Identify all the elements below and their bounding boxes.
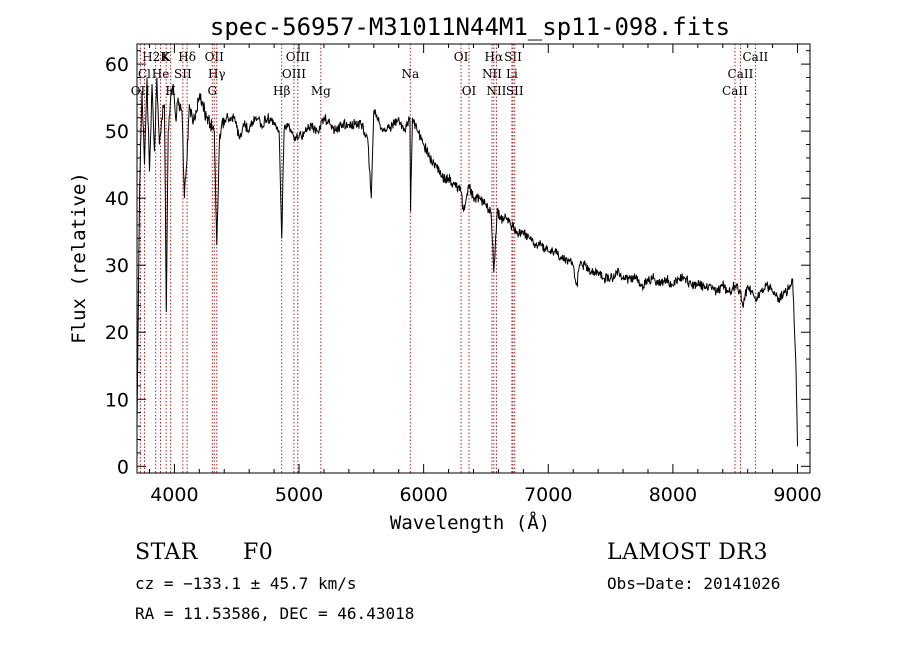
marker-label-5: OI [454,50,469,64]
x-tick-label-5: 9000 [773,484,821,506]
spectrum-line [136,77,798,447]
marker-label-3: OII [205,50,225,64]
spectrum-series [136,77,798,447]
marker-label-24: NII [486,84,506,98]
marker-label-20: G [207,84,217,98]
survey-label: LAMOST DR3 [607,540,768,565]
marker-label-11: SII [174,67,192,81]
marker-label-13: OIII [282,67,306,81]
marker-label-17: CaII [728,67,754,81]
x-tick-label-4: 8000 [649,484,697,506]
marker-label-1: K [162,50,172,64]
x-tick-label-1: 5000 [275,484,323,506]
y-tick-label-5: 50 [105,121,129,143]
redshift-cz: cz = −133.1 ± 45.7 km/s [135,574,357,593]
y-tick-label-2: 20 [105,322,129,344]
marker-label-12: Hγ [208,67,226,81]
marker-label-9: Cl [138,67,151,81]
spectral-subclass: F0 [243,540,274,565]
x-tick-label-0: 4000 [150,484,198,506]
marker-label-26: CaII [722,84,748,98]
y-tick-label-6: 60 [105,54,129,76]
marker-label-14: Na [401,67,419,81]
spectrum-chart: spec-56957-M31011N44M1_sp11-098.fits H2K… [68,13,822,534]
marker-label-15: NII [482,67,502,81]
plot-frame [136,43,811,474]
x-tick-label-3: 7000 [524,484,572,506]
chart-title: spec-56957-M31011N44M1_sp11-098.fits [210,13,730,41]
observation-date: Obs−Date: 20141026 [607,574,781,593]
marker-label-10: He [152,67,170,81]
marker-label-21: Hβ [273,84,290,98]
marker-label-22: Mg [311,84,331,98]
marker-label-4: OIII [286,50,310,64]
coordinates: RA = 11.53586, DEC = 46.43018 [135,604,415,623]
x-tick-label-2: 6000 [399,484,447,506]
x-axis-label: Wavelength (Å) [390,511,550,534]
axes: 4000 5000 6000 7000 8000 9000 0 10 20 30 40 50 60 [105,44,822,506]
y-tick-label-3: 30 [105,255,129,277]
marker-label-6: Hα [485,50,504,64]
y-axis-label: Flux (relative) [68,172,90,344]
marker-label-16: Li [506,67,518,81]
marker-label-7: SII [504,50,522,64]
marker-label-8: CaII [742,50,768,64]
y-tick-label-0: 0 [117,456,129,478]
marker-label-25: SII [506,84,524,98]
marker-label-23: OI [462,84,477,98]
marker-label-0: H2K [142,50,170,64]
marker-label-2: Hδ [178,50,196,64]
y-tick-label-4: 40 [105,188,129,210]
object-class: STAR [135,540,198,565]
y-tick-label-1: 10 [105,389,129,411]
